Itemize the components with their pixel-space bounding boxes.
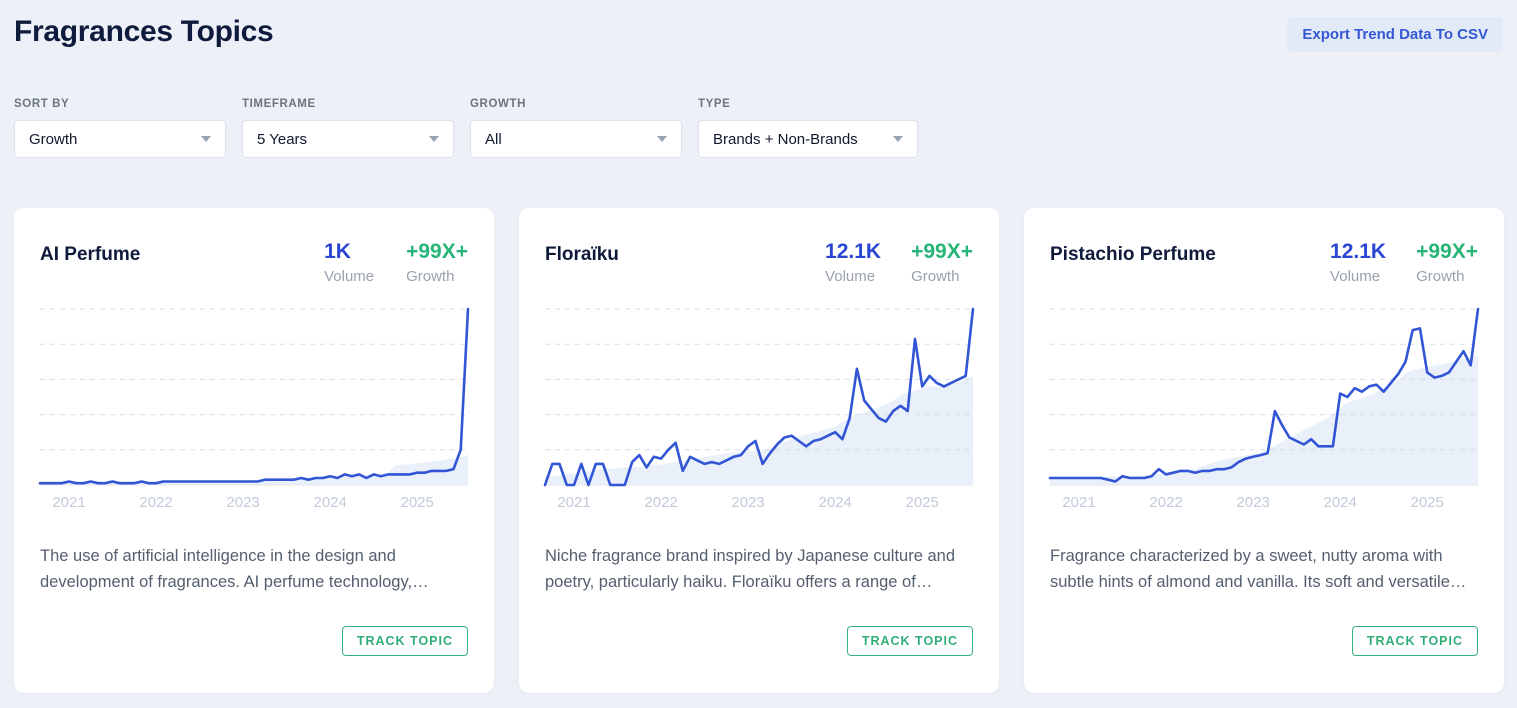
chart-container: 2021 2022 2023 2024 2025	[38, 307, 470, 513]
trend-line-chart: 2021 2022 2023 2024 2025	[543, 307, 975, 511]
chevron-down-icon	[657, 136, 667, 142]
chart-container: 2021 2022 2023 2024 2025	[543, 307, 975, 513]
topic-card-ai-perfume: AI Perfume 1K Volume +99X+ Growth 2021 20…	[14, 208, 494, 693]
page: Fragrances Topics Export Trend Data To C…	[14, 0, 1504, 693]
volume-label: Volume	[324, 268, 375, 285]
topic-stats: 12.1K Volume +99X+ Growth	[825, 240, 973, 285]
growth-label: Growth	[1416, 268, 1465, 285]
timeframe-selected-value: 5 Years	[257, 130, 308, 148]
page-header: Fragrances Topics Export Trend Data To C…	[14, 0, 1503, 52]
filter-growth-label: GROWTH	[470, 98, 526, 110]
track-topic-button[interactable]: TRACK TOPIC	[846, 626, 973, 656]
card-header: Pistachio Perfume 12.1K Volume +99X+ Gro…	[1050, 240, 1478, 285]
volume-value: 12.1K	[825, 240, 882, 263]
type-select[interactable]: Brands + Non-Brands	[698, 120, 918, 158]
volume-stat: 12.1K Volume	[825, 240, 881, 285]
chevron-down-icon	[893, 136, 903, 142]
growth-value: +99X+	[911, 240, 973, 263]
topic-title: AI Perfume	[40, 244, 141, 265]
topic-description: Fragrance characterized by a sweet, nutt…	[1050, 547, 1467, 591]
filter-growth: GROWTH All	[470, 98, 682, 158]
svg-text:2021: 2021	[1062, 494, 1095, 511]
svg-text:2022: 2022	[644, 494, 677, 511]
sort-by-selected-value: Growth	[29, 130, 78, 148]
page-title: Fragrances Topics	[14, 15, 274, 48]
growth-value: +99X+	[406, 240, 468, 263]
volume-label: Volume	[825, 268, 876, 285]
card-header: Floraïku 12.1K Volume +99X+ Growth	[545, 240, 973, 285]
growth-value: +99X+	[1416, 240, 1478, 263]
svg-text:2021: 2021	[52, 494, 85, 511]
filter-type-label: TYPE	[698, 98, 731, 110]
type-selected-value: Brands + Non-Brands	[713, 130, 858, 148]
growth-stat: +99X+ Growth	[406, 240, 468, 285]
card-actions: TRACK TOPIC	[341, 626, 468, 656]
chevron-down-icon	[201, 136, 211, 142]
volume-value: 1K	[324, 240, 351, 263]
card-actions: TRACK TOPIC	[1351, 626, 1478, 656]
filter-timeframe-label: TIMEFRAME	[242, 98, 316, 110]
card-header: AI Perfume 1K Volume +99X+ Growth	[40, 240, 468, 285]
topic-card-pistachio-perfume: Pistachio Perfume 12.1K Volume +99X+ Gro…	[1024, 208, 1504, 693]
growth-stat: +99X+ Growth	[1416, 240, 1478, 285]
topic-card-grid: AI Perfume 1K Volume +99X+ Growth 2021 20…	[14, 208, 1504, 693]
track-topic-button[interactable]: TRACK TOPIC	[1351, 626, 1478, 656]
svg-text:2023: 2023	[226, 494, 259, 511]
topic-stats: 12.1K Volume +99X+ Growth	[1330, 240, 1478, 285]
svg-text:2022: 2022	[1149, 494, 1182, 511]
filter-type: TYPE Brands + Non-Brands	[698, 98, 918, 158]
export-csv-button[interactable]: Export Trend Data To CSV	[1287, 17, 1503, 52]
svg-text:2025: 2025	[1411, 494, 1444, 511]
trend-line-chart: 2021 2022 2023 2024 2025	[38, 307, 470, 511]
topic-description: Niche fragrance brand inspired by Japane…	[545, 547, 956, 591]
svg-text:2025: 2025	[401, 494, 434, 511]
topic-title: Floraïku	[545, 244, 619, 265]
svg-text:2024: 2024	[819, 494, 852, 511]
topic-title: Pistachio Perfume	[1050, 244, 1216, 265]
volume-value: 12.1K	[1330, 240, 1387, 263]
topic-description: The use of artificial intelligence in th…	[40, 547, 429, 591]
svg-text:2023: 2023	[731, 494, 764, 511]
timeframe-select[interactable]: 5 Years	[242, 120, 454, 158]
sort-by-select[interactable]: Growth	[14, 120, 226, 158]
svg-text:2024: 2024	[1324, 494, 1357, 511]
track-topic-button[interactable]: TRACK TOPIC	[341, 626, 468, 656]
svg-text:2023: 2023	[1236, 494, 1269, 511]
growth-label: Growth	[911, 268, 960, 285]
topic-stats: 1K Volume +99X+ Growth	[324, 240, 468, 285]
trend-line-chart: 2021 2022 2023 2024 2025	[1048, 307, 1480, 511]
growth-stat: +99X+ Growth	[911, 240, 973, 285]
chevron-down-icon	[429, 136, 439, 142]
growth-label: Growth	[406, 268, 455, 285]
volume-stat: 1K Volume	[324, 240, 376, 285]
svg-text:2022: 2022	[139, 494, 172, 511]
volume-label: Volume	[1330, 268, 1381, 285]
svg-text:2025: 2025	[906, 494, 939, 511]
svg-text:2024: 2024	[314, 494, 347, 511]
filter-sort-by-label: SORT BY	[14, 98, 70, 110]
topic-card-floraiku: Floraïku 12.1K Volume +99X+ Growth 2021 2…	[519, 208, 999, 693]
svg-text:2021: 2021	[557, 494, 590, 511]
chart-container: 2021 2022 2023 2024 2025	[1048, 307, 1480, 513]
growth-selected-value: All	[485, 130, 502, 148]
filter-sort-by: SORT BY Growth	[14, 98, 226, 158]
filter-timeframe: TIMEFRAME 5 Years	[242, 98, 454, 158]
volume-stat: 12.1K Volume	[1330, 240, 1386, 285]
card-actions: TRACK TOPIC	[846, 626, 973, 656]
filters-bar: SORT BY Growth TIMEFRAME 5 Years GROWTH …	[14, 98, 1503, 158]
growth-select[interactable]: All	[470, 120, 682, 158]
